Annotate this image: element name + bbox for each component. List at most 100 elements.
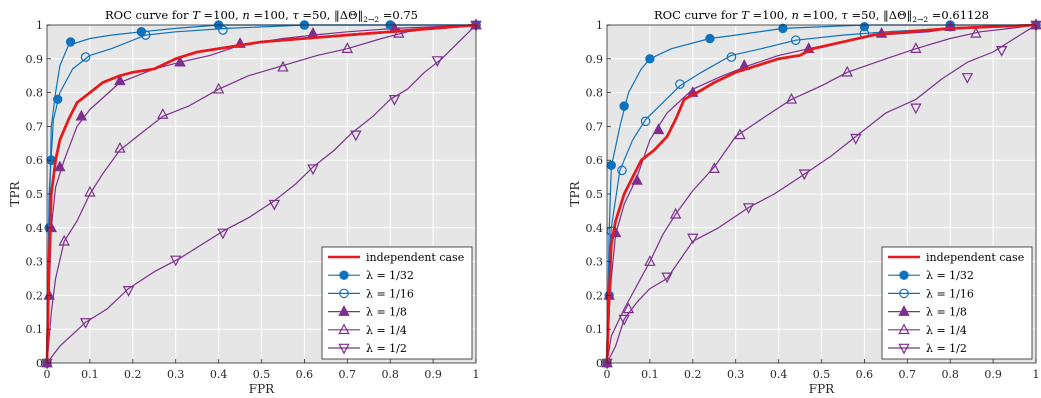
y-tick-label: 1 [36,19,43,32]
data-point [708,162,720,173]
data-point [84,185,96,197]
y-tick-label: 0 [596,357,603,370]
x-tick-label: 0.9 [984,368,1002,381]
title-part-T_val: =100, [749,8,792,22]
chart-title: ROC curve for T =100, n =100, τ =50, ‖ΔΘ… [654,8,989,24]
legend-label: λ = 1/2 [926,342,967,355]
title-part-norm_val: =0.61128 [928,8,989,22]
x-axis-label: FPR [809,382,835,396]
series-group [601,18,1041,370]
data-point [350,130,362,142]
series-line-6 [606,24,1037,364]
data-point [170,255,182,267]
x-tick-label: 0.2 [684,368,702,381]
y-tick-label: 0.7 [586,120,604,133]
data-point [341,42,353,53]
y-tick-label: 0.4 [586,222,604,235]
x-tick-label: 0 [44,368,51,381]
y-tick-label: 0 [36,357,43,370]
data-point [961,73,974,84]
y-tick-label: 0.9 [586,53,604,66]
legend-marker [339,288,349,299]
data-point [619,101,629,111]
legend-marker [338,305,350,316]
title-part-n: n [791,8,798,22]
data-point [778,23,788,34]
x-axis-label: FPR [249,382,275,396]
data-point [41,356,53,368]
data-point [217,228,229,240]
y-axis-label: TPR [8,180,22,206]
y-tick-label: 0.2 [586,289,604,302]
x-tick-label: 0.7 [339,368,357,381]
data-point [601,356,613,368]
y-tick-label: 1 [596,19,603,32]
x-tick-label: 0.6 [296,368,314,381]
data-point [734,128,746,140]
x-tick-label: 1 [1033,368,1040,381]
y-tick-label: 0.4 [26,222,44,235]
data-point [644,255,656,266]
y-tick-label: 0.5 [586,188,604,201]
title-part-sub: 2→2 [912,15,928,24]
data-point [687,233,699,245]
legend: independent case λ = 1/32 λ = 1/16 λ = 1/8 λ… [321,246,473,360]
data-point [859,21,870,32]
title-part-norm: ‖ΔΘ‖ [334,8,363,23]
legend-marker [898,305,910,316]
legend-label: independent case [926,251,1024,264]
data-point [669,207,682,219]
legend-box [321,246,473,360]
data-point [212,82,225,94]
y-tick-label: 0.9 [26,53,44,66]
y-tick-label: 0.2 [26,289,44,302]
legend-label: λ = 1/8 [926,306,967,319]
data-point [970,26,982,38]
data-point [114,74,126,86]
tick-labels: 0 0.1 0.2 0.3 0.4 0.5 0.6 0.7 0.8 0.9 1 0 0.1 0.2 0.3 0… [26,19,480,381]
data-point [798,169,811,181]
data-point [65,37,76,47]
series-group [41,18,482,370]
data-point [606,160,616,170]
series-line-3 [606,24,1037,364]
data-point [661,272,673,284]
legend-marker [898,323,910,335]
x-tick-label: 1 [473,368,480,381]
data-point [268,199,281,211]
data-point [140,30,151,40]
x-tick-label: 0.6 [856,368,874,381]
y-tick-label: 0.3 [586,256,604,269]
data-point [631,173,643,185]
legend-label: λ = 1/8 [366,306,407,319]
data-point [675,79,685,89]
data-point [393,26,405,38]
legend-label: λ = 1/4 [926,324,967,337]
legend: independent case λ = 1/32 λ = 1/16 λ = 1/8 λ… [881,246,1033,360]
tick-labels: 0 0.1 0.2 0.3 0.4 0.5 0.6 0.7 0.8 0.9 1 0 0.1 0.2 0.3 0… [586,19,1040,381]
legend-label: λ = 1/16 [366,287,414,300]
y-tick-label: 0.7 [26,120,44,133]
data-point [910,103,922,115]
data-point [617,165,627,176]
data-point [80,52,91,62]
title-part-T: T [192,8,201,22]
data-point [742,203,755,215]
data-point [218,25,228,35]
title-part-norm: ‖ΔΘ‖ [883,8,912,23]
data-point [75,109,88,121]
data-point [705,33,715,44]
data-point [785,92,798,104]
legend-marker [899,270,909,280]
y-axis-label: TPR [568,180,582,206]
legend-label: λ = 1/2 [366,342,407,355]
data-point [652,123,665,135]
x-tick-label: 0.5 [253,368,271,381]
roc-chart-1: 0 0.1 0.2 0.3 0.4 0.5 0.6 0.7 0.8 0.9 1 0 0.1 0.2 0.3 0… [8,8,482,396]
y-tick-label: 0.5 [26,188,44,201]
roc-chart-2: 0 0.1 0.2 0.3 0.4 0.5 0.6 0.7 0.8 0.9 1 0 0.1 0.2 0.3 0… [568,8,1041,396]
legend-marker [899,288,909,299]
x-tick-label: 0.8 [941,368,959,381]
legend-marker [339,270,349,280]
